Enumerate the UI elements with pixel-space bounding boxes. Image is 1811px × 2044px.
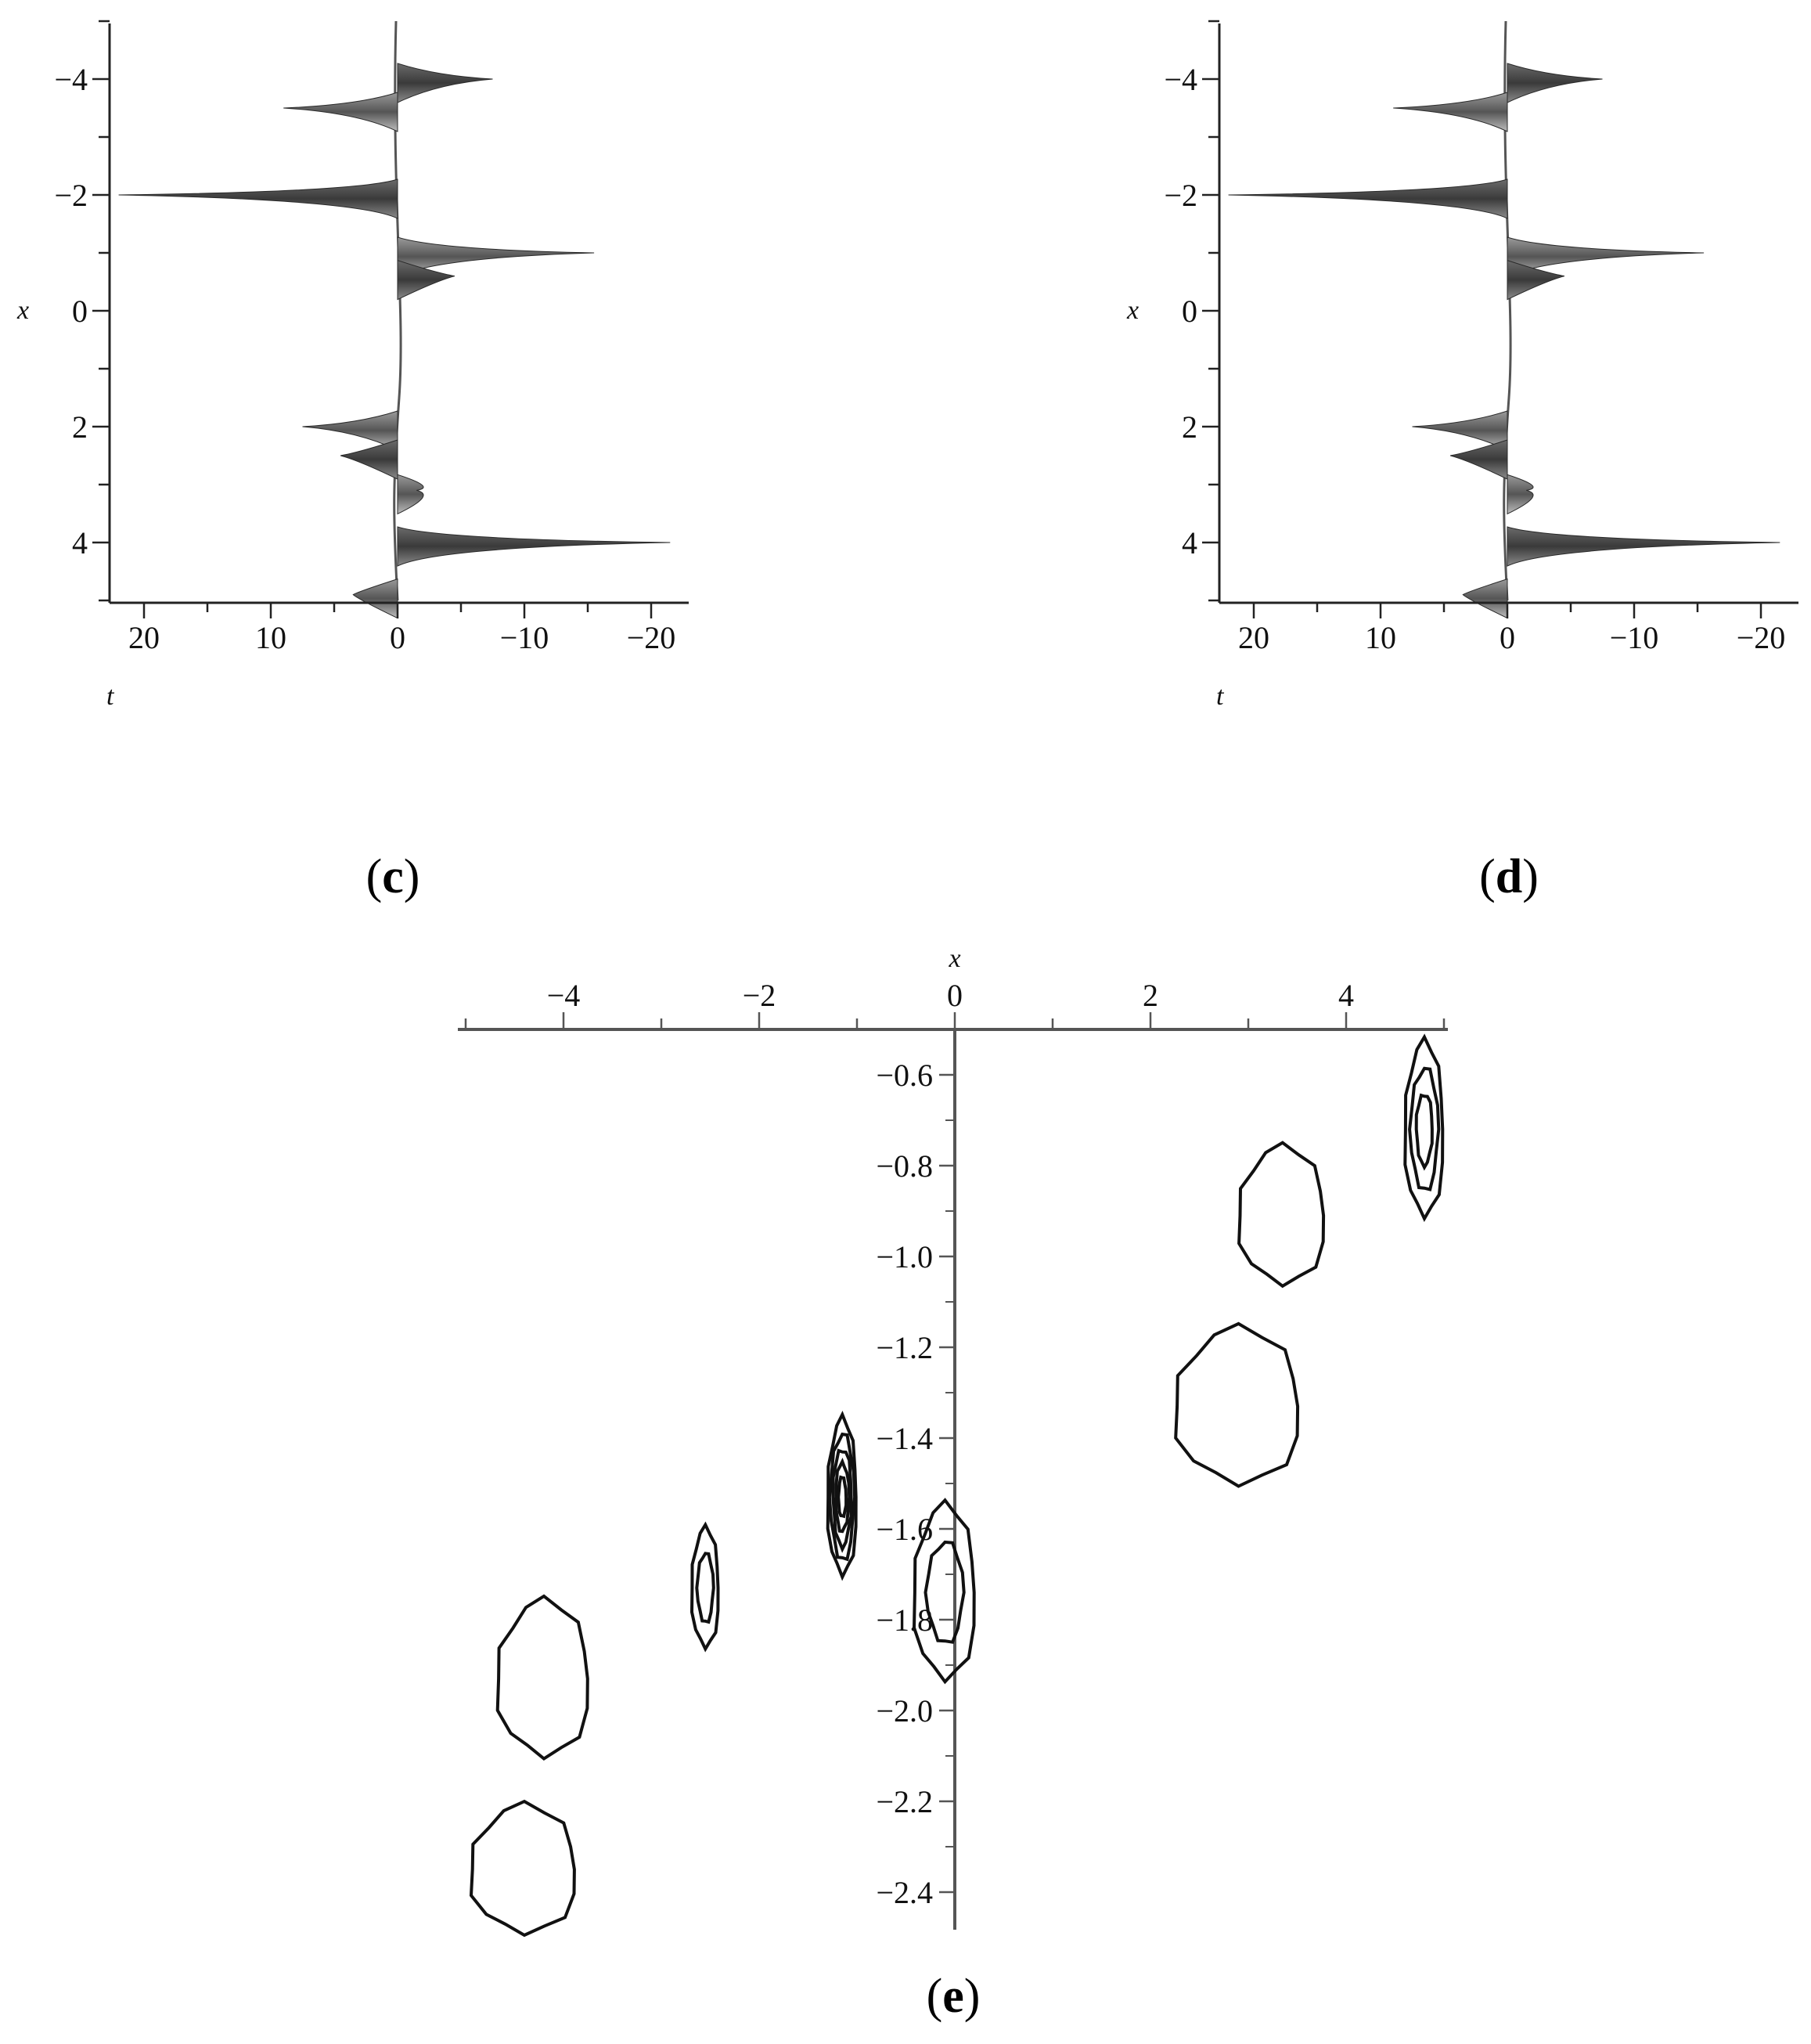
contour-line	[834, 1457, 851, 1534]
y-tick-label: −2.4	[876, 1875, 933, 1910]
surface-spike	[1507, 63, 1603, 103]
x-tick-label: 0	[72, 294, 88, 329]
contour-line	[837, 1475, 848, 1519]
contour-line	[1174, 1321, 1300, 1488]
t-axis-name: t	[106, 682, 115, 711]
surface-spike	[1507, 236, 1705, 277]
panel-label-d: (d)	[1479, 850, 1539, 903]
panel-label-c: (c)	[366, 850, 420, 903]
x-tick-label: −4	[1164, 62, 1197, 97]
surface-spike	[302, 410, 398, 451]
surface-spike	[397, 474, 424, 515]
surface-spike	[1393, 92, 1508, 132]
y-tick-label: −0.8	[876, 1148, 933, 1184]
t-tick-label: −10	[500, 620, 549, 655]
surface-spike	[397, 259, 455, 301]
y-tick-label: −2.0	[876, 1693, 933, 1729]
surface-spike	[1228, 178, 1508, 219]
surface-spike	[1462, 578, 1508, 619]
surface-ridge	[393, 20, 402, 601]
t-tick-label: 20	[128, 620, 160, 655]
x-tick-label: 0	[947, 978, 963, 1013]
t-tick-label: 10	[1365, 620, 1396, 655]
surface-spike	[283, 92, 398, 132]
surface-ridge	[1503, 20, 1512, 601]
contour-line	[1414, 1093, 1434, 1171]
x-tick-label: −2	[743, 978, 776, 1013]
surface-spike	[352, 578, 398, 619]
x-tick-label: 2	[1143, 978, 1158, 1013]
x-tick-label: −2	[54, 178, 88, 213]
x-tick-label: 4	[72, 525, 88, 561]
contour-line	[495, 1594, 589, 1761]
contour-line	[1408, 1066, 1441, 1191]
panel-e: −4 −2 0 2 4 x −0.6 −0.8 −1.0 −1.2 −1.4 −1.6 −1.8 −2.0…	[458, 944, 1448, 1938]
surface-spike	[1507, 526, 1780, 567]
surface-spike	[340, 439, 398, 480]
y-tick-label: −0.6	[876, 1058, 933, 1093]
panel-label-e: (e)	[927, 1970, 981, 2023]
x-tick-label: −4	[547, 978, 581, 1013]
contour-line	[827, 1432, 857, 1562]
t-tick-label: −20	[627, 620, 676, 655]
surface-spike	[1449, 439, 1508, 480]
y-tick-label: −1.6	[876, 1512, 933, 1547]
contour-line	[695, 1552, 715, 1624]
contour-line	[924, 1540, 966, 1644]
surface-spike	[1412, 410, 1508, 451]
x-axis-name: x	[16, 296, 29, 325]
t-tick-label: 20	[1238, 620, 1269, 655]
surface-spike	[397, 236, 595, 277]
x-tick-label: 2	[72, 409, 88, 445]
t-tick-label: 10	[255, 620, 286, 655]
surface-spike	[1507, 474, 1534, 515]
x-tick-label: 4	[1338, 978, 1354, 1013]
t-tick-label: 0	[390, 620, 405, 655]
contour-line	[912, 1498, 976, 1685]
y-tick-label: −2.2	[876, 1784, 933, 1819]
x-tick-label: −4	[54, 62, 88, 97]
surface-spike	[118, 178, 398, 219]
x-axis-name: x	[948, 944, 960, 973]
x-axis-name: x	[1126, 296, 1139, 325]
t-tick-label: −20	[1737, 620, 1786, 655]
t-axis-name: t	[1216, 682, 1225, 711]
y-tick-label: −1.0	[876, 1239, 933, 1274]
surface-spike	[397, 526, 671, 567]
contour-line	[1237, 1141, 1326, 1289]
contour-line	[469, 1799, 576, 1938]
y-tick-label: −1.8	[876, 1602, 933, 1638]
contour-line	[689, 1521, 720, 1653]
x-tick-label: −2	[1164, 178, 1197, 213]
contour-line	[831, 1448, 853, 1553]
y-tick-label: −1.4	[876, 1421, 933, 1456]
surface-spike	[397, 63, 493, 103]
x-tick-label: 2	[1182, 409, 1197, 445]
y-tick-label: −1.2	[876, 1330, 933, 1365]
t-tick-label: 0	[1500, 620, 1515, 655]
surface-spike	[1507, 259, 1565, 301]
t-tick-label: −10	[1610, 620, 1659, 655]
x-tick-label: 0	[1182, 294, 1197, 329]
x-tick-label: 4	[1182, 525, 1197, 561]
contour-line	[1403, 1033, 1445, 1223]
